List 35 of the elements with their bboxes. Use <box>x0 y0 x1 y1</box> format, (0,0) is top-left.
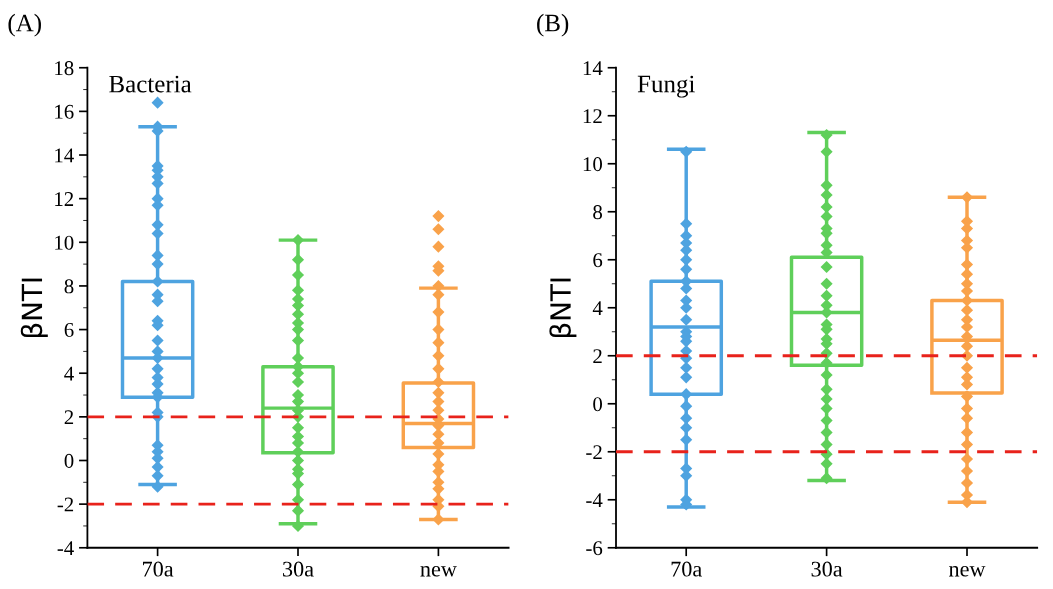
y-tick-label: 14 <box>55 148 74 163</box>
y-axis-title: βNTI <box>549 278 577 337</box>
y-tick-label: 8 <box>593 205 603 220</box>
chart-title: Bacteria <box>109 75 192 93</box>
y-tick-label: 2 <box>593 349 602 363</box>
y-tick-label: 4 <box>64 366 74 381</box>
x-tick-label: 30a <box>811 561 843 577</box>
y-tick-label: 10 <box>583 157 603 172</box>
x-tick-label: 70a <box>671 561 702 577</box>
y-tick-label: 8 <box>64 279 74 294</box>
y-tick-label: 0 <box>593 397 603 412</box>
chart-title: Fungi <box>637 75 695 98</box>
y-tick-label: 18 <box>55 61 74 76</box>
x-tick-label: new <box>949 565 986 577</box>
y-tick-label: -2 <box>586 445 602 459</box>
y-tick-label: -4 <box>57 541 74 555</box>
y-tick-label: -4 <box>586 493 603 507</box>
x-tick-label: 70a <box>143 561 174 577</box>
y-tick-label: 16 <box>55 104 74 119</box>
text: (A) <box>8 13 41 37</box>
y-tick-label: -2 <box>57 497 74 512</box>
y-tick-label: -6 <box>586 541 603 556</box>
y-tick-label: 12 <box>55 192 74 206</box>
y-tick-label: 2 <box>64 410 74 425</box>
x-tick-label: 30a <box>283 561 314 577</box>
y-tick-label: 0 <box>64 453 74 468</box>
y-tick-label: 10 <box>55 235 74 250</box>
y-tick-label: 12 <box>583 109 602 123</box>
x-tick-label: new <box>420 565 457 577</box>
y-tick-label: 6 <box>593 253 603 268</box>
y-tick-label: 4 <box>592 301 603 315</box>
y-tick-label: 14 <box>583 61 603 75</box>
y-axis-title: βNTI <box>20 278 48 337</box>
y-tick-label: 6 <box>64 323 74 338</box>
text: (B) <box>537 13 569 37</box>
